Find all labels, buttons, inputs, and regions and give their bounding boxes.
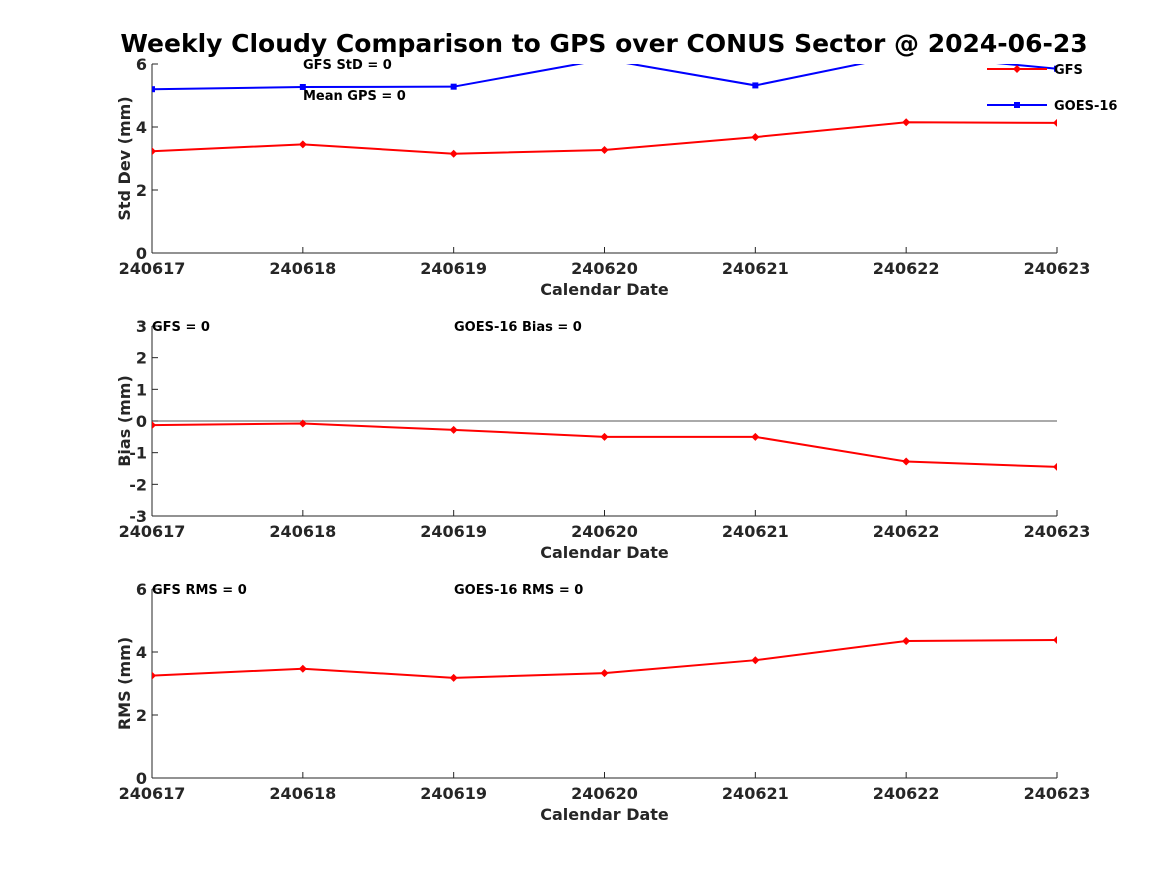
data-point-gfs <box>902 118 911 127</box>
x-tick-label: 240617 <box>119 522 186 541</box>
x-tick-label: 240623 <box>1024 522 1091 541</box>
data-point-gfs <box>751 656 760 665</box>
y-axis-label: Std Dev (mm) <box>115 96 134 220</box>
data-point-gfs <box>298 419 307 428</box>
x-tick-label: 240619 <box>420 259 487 278</box>
legend-label: GOES-16 <box>1054 99 1117 114</box>
x-tick-label: 240622 <box>873 259 940 278</box>
plot-area <box>152 419 1057 471</box>
x-tick-label: 240621 <box>722 784 789 803</box>
y-tick-label: -1 <box>129 444 147 463</box>
data-point-gfs <box>152 421 156 430</box>
x-tick-label: 240619 <box>420 522 487 541</box>
annotation: GFS StD = 0 <box>303 58 392 73</box>
y-tick-label: 6 <box>136 580 147 599</box>
annotation: GOES-16 Bias = 0 <box>454 320 582 335</box>
panel-1: 0 2 4 6 240617 240618 240619 240620 240621 240622… <box>115 55 1091 299</box>
annotation: GFS RMS = 0 <box>152 583 247 598</box>
x-tick-label: 240618 <box>269 522 336 541</box>
y-tick-label: 1 <box>136 380 147 399</box>
legend-marker <box>1014 102 1020 108</box>
y-axis-label: Bias (mm) <box>115 375 134 467</box>
data-point-gfs <box>152 147 156 156</box>
x-tick-label: 240620 <box>571 259 638 278</box>
y-tick-label: -3 <box>129 507 147 526</box>
x-axis-label: Calendar Date <box>540 805 669 824</box>
x-tick-label: 240620 <box>571 522 638 541</box>
x-tick-label: 240617 <box>119 784 186 803</box>
panel-2: -3 -2 -1 0 1 2 3 240617 240618 240619 240620 240621… <box>115 317 1090 562</box>
panel-3: 0 2 4 6 240617 240618 240619 240620 240621 240622… <box>115 580 1090 824</box>
data-point-goes-16 <box>450 83 457 90</box>
y-tick-label: 0 <box>136 769 147 788</box>
data-point-goes-16 <box>299 83 306 90</box>
y-tick-label: 0 <box>136 244 147 263</box>
data-point-gfs <box>1053 462 1057 471</box>
data-point-gfs <box>449 673 458 682</box>
legend-entry-goes-16: GOES-16 <box>987 99 1117 114</box>
legend-marker <box>1013 65 1021 73</box>
x-tick-label: 240619 <box>420 784 487 803</box>
x-tick-label: 240620 <box>571 784 638 803</box>
y-tick-label: 0 <box>136 412 147 431</box>
x-tick-label: 240618 <box>269 259 336 278</box>
x-tick-label: 240621 <box>722 522 789 541</box>
annotation: GFS = 0 <box>152 320 210 335</box>
data-point-gfs <box>298 140 307 149</box>
data-point-gfs <box>751 133 760 142</box>
y-tick-label: 4 <box>136 643 147 662</box>
y-tick-label: 2 <box>136 706 147 725</box>
series-line-gfs <box>152 422 1057 468</box>
data-point-goes-16 <box>1054 65 1057 72</box>
data-point-gfs <box>902 457 911 466</box>
y-tick-label: 6 <box>136 55 147 74</box>
x-axis-label: Calendar Date <box>540 280 669 299</box>
y-tick-label: 2 <box>136 181 147 200</box>
y-tick-label: 3 <box>136 317 147 336</box>
data-point-gfs <box>902 636 911 645</box>
data-point-gfs <box>751 432 760 441</box>
data-point-gfs <box>152 671 156 680</box>
y-tick-label: 2 <box>136 349 147 368</box>
figure-title: Weekly Cloudy Comparison to GPS over CON… <box>120 29 1087 58</box>
data-point-goes-16 <box>152 86 155 93</box>
x-axis-label: Calendar Date <box>540 543 669 562</box>
x-tick-label: 240622 <box>873 784 940 803</box>
data-point-gfs <box>600 432 609 441</box>
x-tick-label: 240618 <box>269 784 336 803</box>
legend: GFS GOES-16 <box>987 63 1117 114</box>
x-tick-label: 240622 <box>873 522 940 541</box>
plot-area <box>152 64 1057 158</box>
x-tick-label: 240621 <box>722 259 789 278</box>
data-point-gfs <box>1053 118 1057 127</box>
annotation: Mean GPS = 0 <box>303 89 406 104</box>
data-point-gfs <box>1053 636 1057 645</box>
data-point-gfs <box>600 669 609 678</box>
y-axis-label: RMS (mm) <box>115 637 134 730</box>
data-point-gfs <box>600 145 609 154</box>
x-tick-label: 240617 <box>119 259 186 278</box>
plot-area <box>152 636 1057 682</box>
x-tick-label: 240623 <box>1024 259 1091 278</box>
data-point-gfs <box>449 149 458 158</box>
legend-label: GFS <box>1054 63 1083 78</box>
data-point-gfs <box>449 425 458 434</box>
data-point-goes-16 <box>752 82 759 89</box>
data-point-gfs <box>298 664 307 673</box>
y-tick-label: 4 <box>136 118 147 137</box>
legend-entry-gfs: GFS <box>987 63 1083 78</box>
x-tick-label: 240623 <box>1024 784 1091 803</box>
annotation: GOES-16 RMS = 0 <box>454 583 583 598</box>
y-tick-label: -2 <box>129 475 147 494</box>
series-line-goes-16 <box>152 64 1057 91</box>
